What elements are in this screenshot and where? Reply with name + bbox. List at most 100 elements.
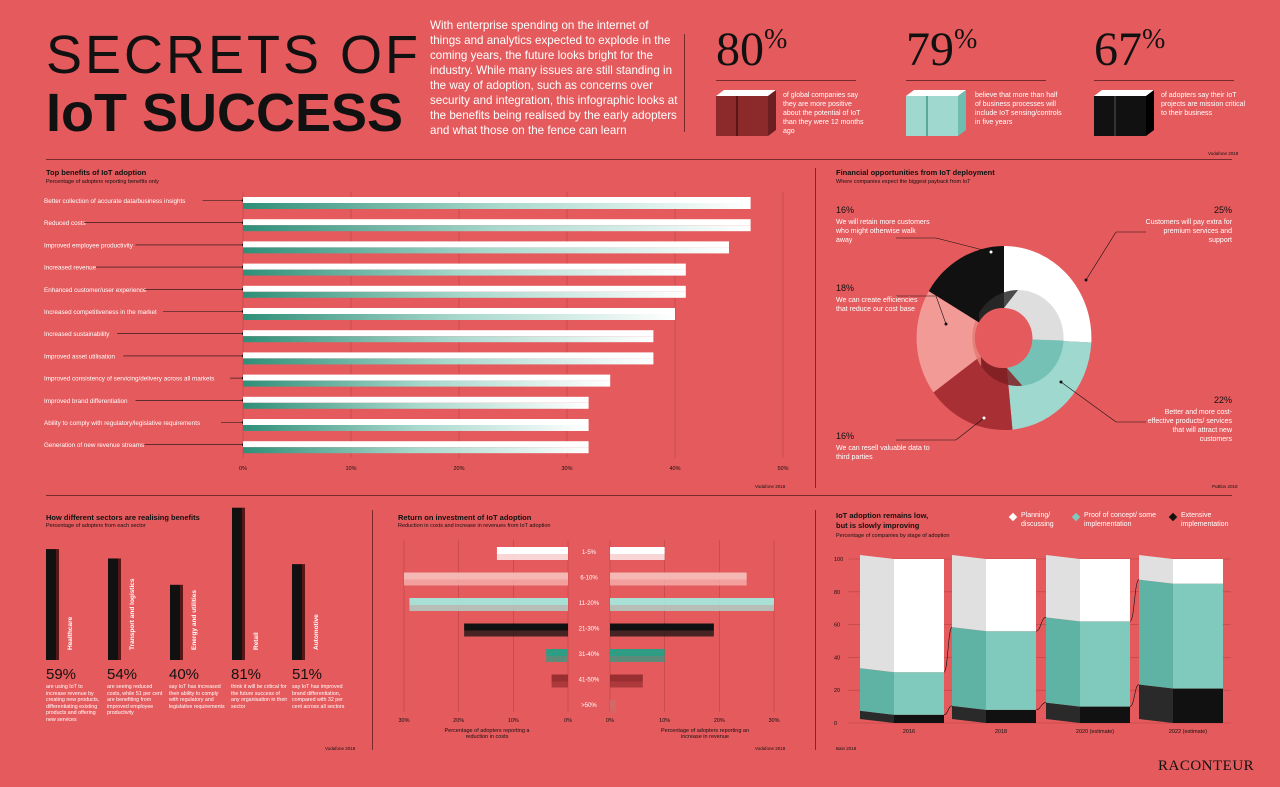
roi-subtitle: Reduction in costs and increase in reven… (398, 523, 551, 529)
bar (243, 425, 589, 431)
section-divider (46, 495, 1232, 496)
stat-2-value: 79 (906, 23, 954, 76)
x-tick-label: 30% (398, 718, 409, 724)
x-tick-label: 0% (564, 718, 572, 724)
legend-swatch-icon (1168, 512, 1178, 522)
leader-line (1060, 381, 1146, 423)
adoption-segment (1173, 559, 1223, 584)
leader-dot (989, 250, 993, 254)
bar (243, 402, 589, 409)
benefits-title: Top benefits of IoT adoption (46, 168, 147, 177)
sector-desc: think it will be critical for the future… (231, 684, 288, 710)
roi-bar-left (496, 547, 568, 554)
benefits-bar-chart: 0% 10% 20% 30% 40% 50% Better collection of ac… (44, 192, 789, 472)
bar-label: Ability to comply with regulatory/legisl… (44, 420, 200, 427)
roi-bar-right (610, 700, 616, 707)
benefits-source: Vodafone 2018 (755, 484, 786, 489)
intro-text: With enterprise spending on the internet… (430, 19, 678, 137)
leader-dot (944, 322, 948, 326)
x-tick-label: 20% (453, 718, 464, 724)
stat-rule (716, 80, 856, 81)
leader-line (896, 295, 947, 325)
bar-label: Improved employee productivity (44, 242, 134, 249)
roi-category-label: 6-10% (580, 576, 598, 582)
fin-label-2: 25% Customers will pay extra for premium… (1140, 205, 1232, 245)
adoption-segment-side (860, 710, 894, 723)
roi-bar-right (610, 547, 665, 554)
y-tick-label: 40 (834, 655, 840, 661)
x-tick-label: 10% (345, 466, 356, 472)
sector-desc: say IoT has increased their ability to c… (169, 684, 225, 710)
pct-sign: % (954, 24, 978, 55)
stat-2-desc: believe that more than half of business … (975, 92, 1062, 126)
adoption-segment-side (860, 555, 894, 673)
roi-category-label: 31-40% (579, 652, 600, 658)
adoption-segment-side (952, 555, 986, 632)
adoption-segment (1080, 621, 1130, 707)
legend-item: Extensive implementation (1168, 511, 1237, 529)
fin-label-5: 16% We can resell valuable data to third… (836, 431, 936, 462)
bar-top (243, 396, 589, 403)
bar-top (243, 241, 729, 248)
roi-category-label: 21-30% (579, 627, 600, 633)
divider (815, 510, 816, 750)
bar-top (243, 419, 589, 425)
fin-text-2: Customers will pay extra for premium ser… (1145, 219, 1232, 244)
bar-label: Generation of new revenue streams (44, 442, 144, 449)
adoption-segment (986, 559, 1036, 632)
bar (243, 314, 675, 320)
connector-line (1129, 579, 1140, 622)
adoption-title-1: IoT adoption remains low, (836, 511, 929, 520)
bar-top (243, 285, 686, 292)
stat-1-block-icon (716, 90, 776, 136)
roi-bar-right (610, 598, 774, 605)
roi-title: Return on investment of IoT adoption (398, 513, 532, 522)
adoption-segment-side (1046, 555, 1080, 622)
sector-label: Retail (253, 632, 260, 650)
bar-top (243, 219, 751, 226)
sector-pct: 51% (292, 666, 323, 683)
bar-top (243, 441, 589, 448)
roi-category-label: 11-20% (579, 601, 600, 607)
sector-stat: 40% say IoT has increased their ability t… (169, 666, 227, 710)
adoption-segment (894, 559, 944, 673)
bar-top (243, 308, 675, 314)
adoption-segment (894, 714, 944, 723)
roi-category-label: 41-50% (579, 678, 600, 684)
financial-source: PuBlos 2018 (1212, 484, 1238, 489)
fin-text-4: Better and more cost-effective products/… (1147, 409, 1232, 443)
fin-text-5: We can resell valuable data to third par… (836, 445, 930, 461)
sector-pct: 54% (107, 666, 138, 683)
stat-3-block-icon (1094, 90, 1154, 136)
x-category-label: 2020 (estimate) (1076, 729, 1114, 735)
roi-bar-right-depth (610, 630, 714, 637)
bar-top (243, 374, 611, 381)
adoption-segment-side (1139, 555, 1173, 584)
adoption-segment-side (1139, 684, 1173, 723)
adoption-segment-side (1139, 579, 1173, 689)
stat-rule (1094, 80, 1234, 81)
leader-dot (982, 416, 986, 420)
bar-label: Improved consistency of servicing/delive… (44, 376, 214, 383)
sector-stat: 59% are using IoT to increase revenue by … (46, 666, 104, 724)
legend-label: Extensive implementation (1181, 512, 1229, 528)
sector-label: Healthcare (67, 616, 74, 650)
roi-source: Vodafone 2018 (755, 746, 786, 751)
leader-line (896, 417, 985, 441)
divider (684, 34, 685, 132)
sector-label: Automotive (313, 614, 320, 650)
adoption-segment (894, 672, 944, 715)
sector-stat: 54% are seeing reduced costs, while 51 pe… (107, 666, 165, 717)
benefits-subtitle: Percentage of adopters reporting benefit… (46, 179, 159, 185)
roi-bar-right-depth (610, 656, 665, 662)
stat-2-block-icon (906, 90, 966, 136)
pct-sign: % (1142, 24, 1166, 55)
bar (243, 380, 611, 387)
adoption-segment-side (952, 705, 986, 723)
bar (243, 447, 589, 454)
roi-bar-left-depth (496, 554, 568, 560)
y-tick-label: 20 (834, 688, 840, 694)
bar-label: Reduced costs (44, 220, 86, 227)
header-source: Vodafone 2018 (1208, 151, 1239, 156)
sector-bar (46, 549, 56, 660)
